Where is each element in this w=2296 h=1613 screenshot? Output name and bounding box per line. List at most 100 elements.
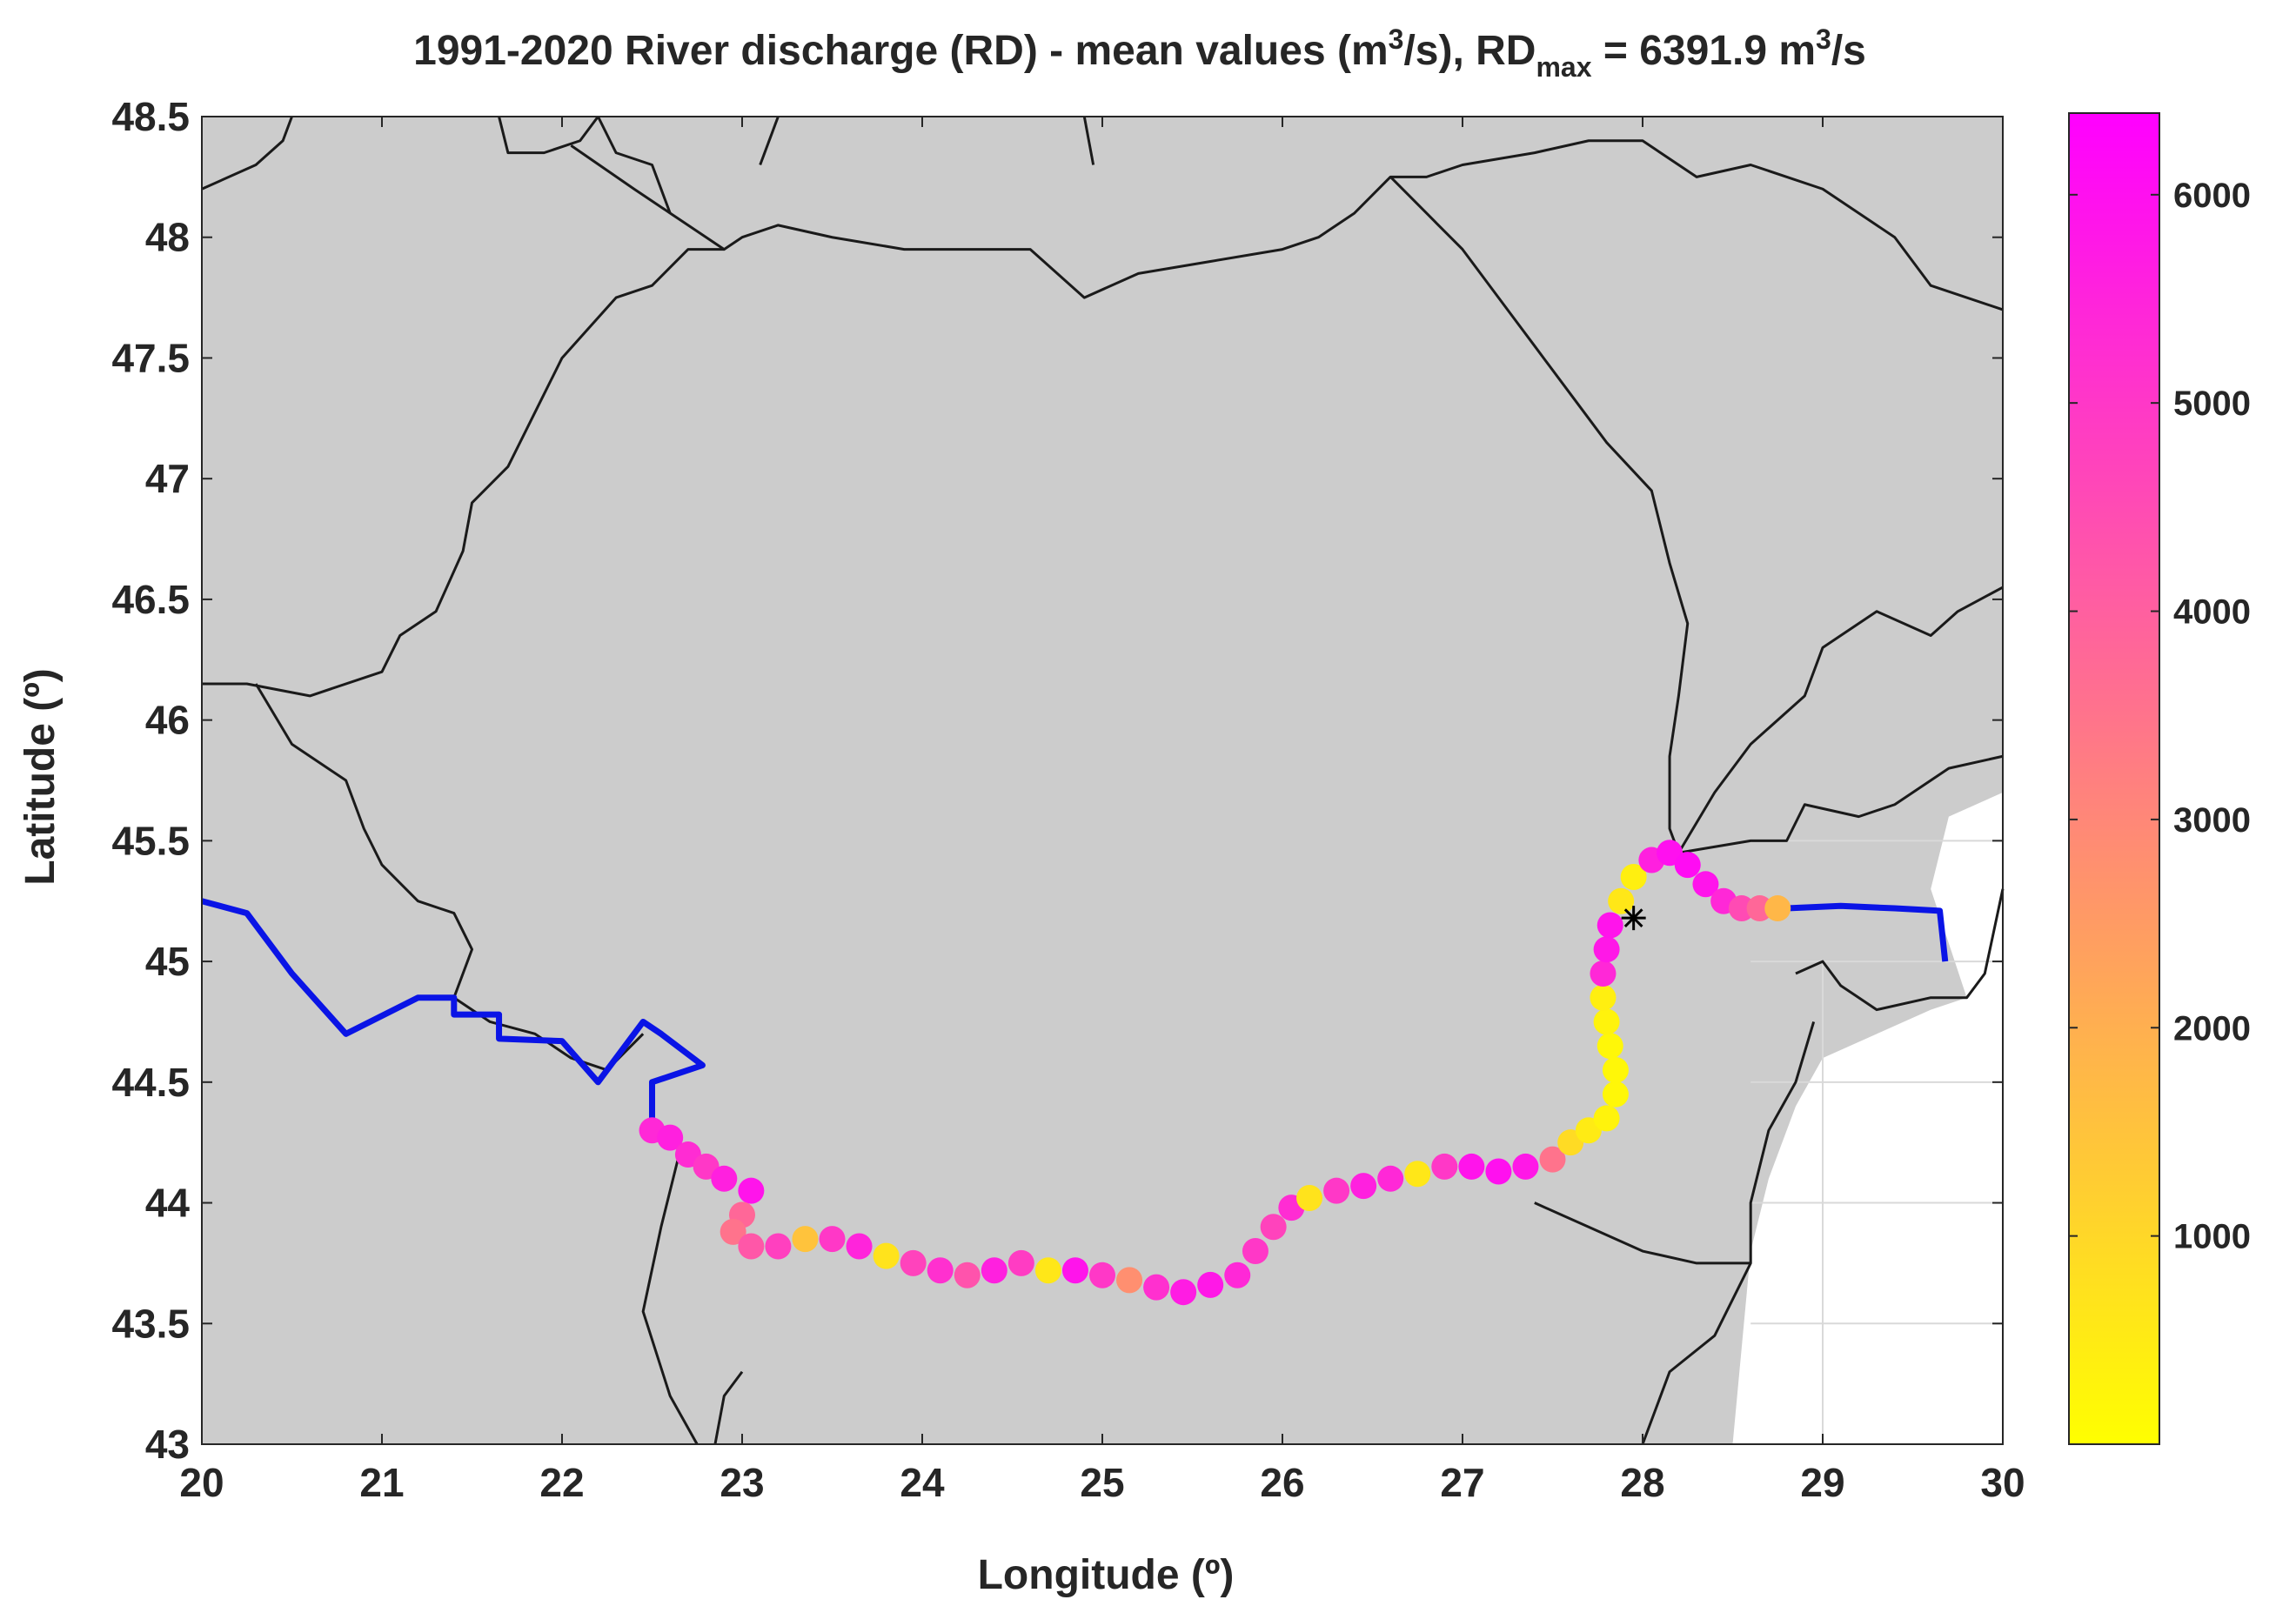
x-tick-label: 20 (179, 1460, 224, 1505)
border-line (1082, 116, 1095, 165)
border-line (254, 683, 645, 1072)
river-point (1620, 863, 1647, 890)
y-tick-label: 43 (145, 1422, 190, 1467)
river-point (1590, 984, 1617, 1011)
river-point (1596, 912, 1623, 939)
x-tick-label: 22 (539, 1460, 584, 1505)
border-line (1641, 1021, 1816, 1445)
y-axis-label: Latitude (º) (17, 668, 64, 886)
river-point (1728, 895, 1755, 922)
river-segment (201, 898, 706, 1131)
x-tick-label: 26 (1260, 1460, 1304, 1505)
river-point (1764, 895, 1791, 922)
river-point (1602, 1081, 1629, 1108)
border-line (498, 116, 599, 155)
y-tick-label: 47 (145, 456, 190, 501)
river-point (1296, 1184, 1323, 1211)
river-point (1404, 1161, 1431, 1188)
colorbar-ticks: 1000 2000 3000 4000 5000 6000 (2069, 177, 2251, 1256)
river-point (1593, 1008, 1620, 1035)
river-segment (1786, 902, 1949, 962)
y-tick-label: 43.5 (111, 1301, 190, 1346)
colorbar-tick-label: 1000 (2173, 1218, 2251, 1256)
river-point (1593, 936, 1620, 963)
border-line (201, 116, 293, 191)
river-point (1593, 1105, 1620, 1132)
country-borders (201, 116, 2005, 1445)
river-point (1143, 1274, 1170, 1301)
river-point (873, 1242, 900, 1269)
river-point (927, 1257, 954, 1284)
x-tick-label: 28 (1620, 1460, 1664, 1505)
river-point (657, 1124, 684, 1151)
colorbar: 1000 2000 3000 4000 5000 6000 (2068, 112, 2251, 1445)
border-line (641, 1154, 699, 1445)
river-point (1260, 1214, 1287, 1241)
sea-gridlines (1750, 840, 2003, 1444)
river-point (1746, 895, 1773, 922)
river-point (954, 1262, 981, 1288)
river-point (1539, 1146, 1566, 1173)
river-point (1692, 871, 1719, 898)
x-axis-ticks: 20 21 22 23 24 25 26 27 28 29 30 (179, 117, 2025, 1505)
y-tick-label: 48 (145, 215, 190, 260)
river-point (1061, 1257, 1088, 1284)
colorbar-tick-label: 6000 (2173, 177, 2251, 215)
river-discharge-points (639, 840, 1791, 1306)
chart-title: 1991-2020 River discharge (RD) - mean va… (413, 23, 1866, 83)
y-tick-label: 44.5 (111, 1060, 190, 1105)
river-point (738, 1177, 765, 1204)
map-plot-area (201, 116, 2005, 1445)
river-point (1431, 1153, 1458, 1180)
river-point (1034, 1257, 1061, 1284)
border-line (1795, 888, 2005, 1012)
river-point (1458, 1153, 1485, 1180)
asterisk-stroke (1623, 908, 1643, 928)
river-point (819, 1226, 846, 1253)
x-tick-label: 30 (1980, 1460, 2025, 1505)
river-point (1674, 852, 1701, 879)
river-point (1323, 1177, 1350, 1204)
river-no-data-segments (201, 898, 1949, 1131)
x-tick-label: 21 (359, 1460, 404, 1505)
river-point (738, 1233, 765, 1260)
x-tick-label: 25 (1080, 1460, 1124, 1505)
y-tick-label: 45 (145, 939, 190, 984)
x-tick-label: 23 (720, 1460, 764, 1505)
y-tick-label: 46.5 (111, 577, 190, 622)
sea-area (1732, 792, 2003, 1444)
y-tick-label: 44 (145, 1181, 191, 1226)
border-line (202, 248, 725, 698)
river-point (1224, 1262, 1251, 1288)
river-point (1007, 1249, 1034, 1276)
river-point (765, 1233, 792, 1260)
x-tick-label: 27 (1440, 1460, 1484, 1505)
border-line (1534, 1201, 1751, 1265)
river-point (846, 1233, 873, 1260)
asterisk-marker (1621, 906, 1646, 931)
x-axis-label: Longitude (º) (978, 1552, 1235, 1598)
river-point (1242, 1238, 1268, 1265)
x-tick-label: 29 (1800, 1460, 1844, 1505)
colorbar-tick-label: 4000 (2173, 593, 2251, 632)
river-point (1197, 1271, 1224, 1298)
x-tick-label: 24 (900, 1460, 945, 1505)
river-point (792, 1226, 819, 1253)
river-point (1596, 1033, 1623, 1060)
river-point (1116, 1267, 1143, 1294)
river-point (1170, 1279, 1197, 1306)
y-tick-label: 48.5 (111, 94, 190, 139)
border-line (1677, 586, 2004, 854)
border-line (1389, 176, 1690, 853)
border-line (570, 139, 2004, 311)
river-point (1350, 1173, 1377, 1200)
colorbar-tick-label: 3000 (2173, 801, 2251, 840)
river-point (720, 1218, 746, 1245)
river-point (711, 1165, 738, 1192)
border-line (1678, 754, 2004, 854)
river-point (1608, 887, 1635, 914)
colorbar-gradient (2068, 112, 2160, 1445)
border-line (597, 116, 672, 214)
y-tick-label: 45.5 (111, 818, 190, 863)
